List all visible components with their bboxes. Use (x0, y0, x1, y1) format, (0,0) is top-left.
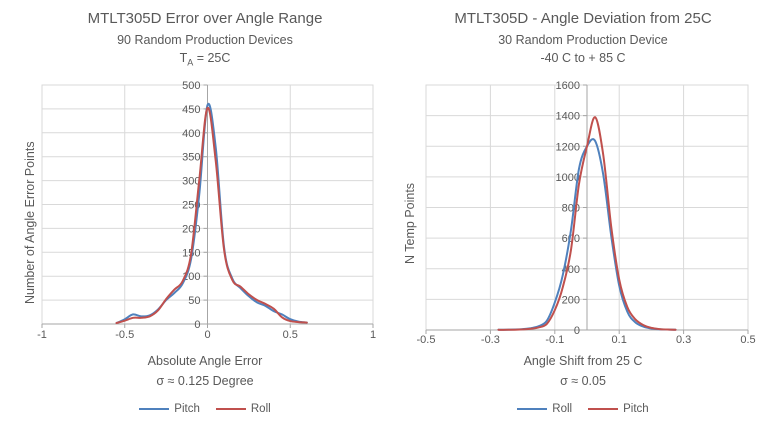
x-tick-label: 0.5 (283, 329, 298, 341)
x-axis-sigma: σ ≈ 0.05 (560, 374, 606, 388)
x-tick-label: -0.3 (481, 334, 500, 346)
x-axis-sigma: σ ≈ 0.125 Degree (156, 374, 254, 388)
pitch-curve (497, 116, 677, 331)
x-tick-label: 0.1 (612, 334, 627, 346)
chart-title: MTLT305D - Angle Deviation from 25C (454, 10, 712, 27)
x-tick-label: 0.5 (740, 334, 755, 346)
x-axis-title: Angle Shift from 25 C (523, 354, 643, 368)
y-tick-label: 1400 (556, 111, 580, 123)
y-tick-label: 1000 (556, 172, 580, 184)
chart-condition: TA = 25C (10, 51, 400, 68)
chart-condition: -40 C to + 85 C (400, 51, 766, 68)
legend-label: Pitch (623, 403, 649, 415)
y-tick-label: 350 (182, 152, 200, 164)
chart-title: MTLT305D Error over Angle Range (87, 10, 323, 27)
y-tick-label: 500 (182, 80, 200, 92)
x-axis-title: Absolute Angle Error (147, 354, 263, 368)
x-tick-label: 0 (204, 329, 210, 341)
condition-text: -40 C to + 85 C (540, 51, 626, 65)
roll-curve (115, 106, 308, 324)
chart-subtitle: 90 Random Production Devices (117, 33, 293, 47)
condition-subscript: A (187, 57, 194, 68)
pitch-curve (115, 102, 308, 324)
right-chart: MTLT305D - Angle Deviation from 25C 30 R… (400, 8, 766, 420)
y-tick-label: 400 (182, 128, 200, 140)
y-tick-label: 450 (182, 104, 200, 116)
y-tick-label: 600 (562, 233, 580, 245)
x-tick-label: -1 (37, 329, 47, 341)
legend-item-roll: Roll (517, 403, 572, 415)
x-tick-label: -0.1 (545, 334, 564, 346)
y-tick-label: 0 (574, 325, 580, 337)
y-tick-label: 0 (194, 319, 200, 331)
x-tick-label: -0.5 (417, 334, 436, 346)
legend-item-pitch: Pitch (588, 403, 649, 415)
y-tick-label: 50 (188, 295, 200, 307)
legend-label: Pitch (174, 403, 200, 415)
roll-line-swatch (517, 408, 548, 410)
pitch-line-swatch (139, 408, 170, 410)
y-tick-label: 200 (182, 223, 200, 235)
y-tick-label: 200 (562, 294, 580, 306)
chart-subtitle: 30 Random Production Device (498, 33, 668, 47)
legend-label: Roll (250, 403, 271, 415)
legend-item-pitch: Pitch (139, 403, 200, 415)
y-tick-label: 1600 (556, 80, 580, 92)
y-tick-label: 300 (182, 176, 200, 188)
x-tick-label: 1 (370, 329, 376, 341)
left-chart: MTLT305D Error over Angle Range 90 Rando… (10, 8, 400, 420)
pitch-line-swatch (588, 408, 619, 410)
legend-label: Roll (552, 403, 573, 415)
legend-item-roll: Roll (215, 403, 271, 415)
legend: Roll Pitch (400, 403, 766, 415)
condition-text: T (179, 51, 188, 65)
y-tick-label: 1200 (556, 141, 580, 153)
x-tick-label: -0.5 (115, 329, 134, 341)
roll-line-swatch (215, 408, 246, 410)
condition-text-rest: = 25C (193, 51, 231, 65)
legend: Pitch Roll (10, 403, 400, 415)
x-tick-label: 0.3 (676, 334, 691, 346)
